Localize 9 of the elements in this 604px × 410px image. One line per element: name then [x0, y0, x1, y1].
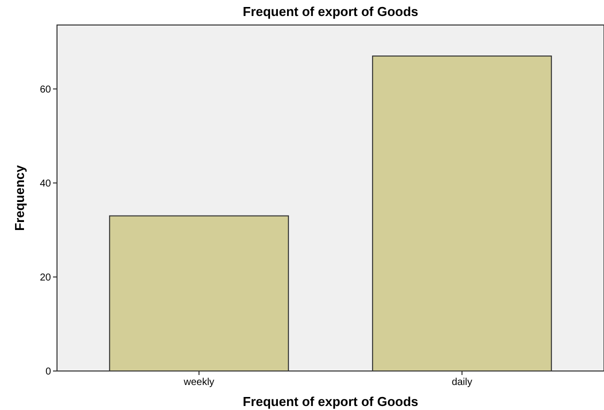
y-tick-label: 20 [40, 272, 52, 284]
y-axis-title: Frequency [12, 164, 27, 231]
x-axis-title: Frequent of export of Goods [242, 394, 418, 409]
y-tick-label: 60 [40, 84, 52, 96]
x-tick-label: daily [452, 377, 472, 388]
y-tick-label: 0 [45, 366, 52, 378]
x-tick-label: weekly [182, 377, 214, 388]
chart-title: Frequent of export of Goods [242, 4, 418, 19]
y-tick-label: 40 [40, 178, 52, 190]
